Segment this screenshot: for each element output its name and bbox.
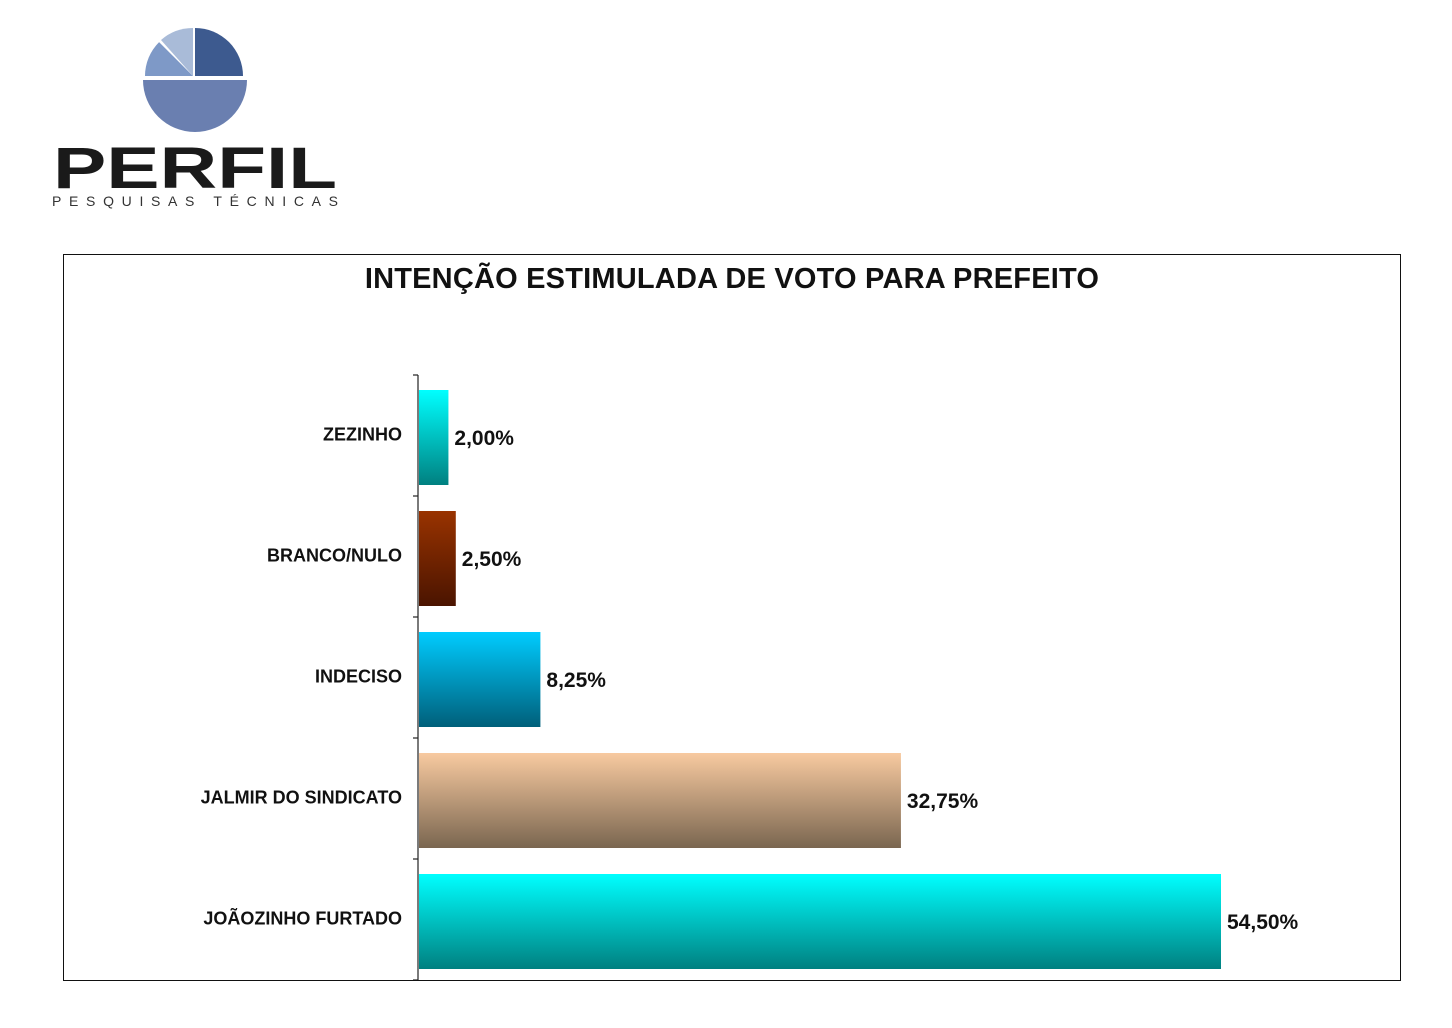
- bar-chart: ZEZINHO 2,00% BRANCO/NULO 2,50% INDECISO 8,25…: [201, 374, 1299, 980]
- bar-3: [419, 753, 901, 848]
- value-label: 2,50%: [462, 548, 522, 571]
- category-label: INDECISO: [315, 666, 402, 686]
- bar-2: [419, 632, 541, 727]
- category-label: JALMIR DO SINDICATO: [201, 787, 402, 807]
- perfil-logo-graphic: PERFIL PESQUISAS TÉCNICAS: [52, 27, 338, 209]
- bar-1: [419, 511, 456, 606]
- pie-logo-icon: [143, 27, 247, 132]
- chart-frame: INTENÇÃO ESTIMULADA DE VOTO PARA PREFEIT…: [63, 254, 1401, 981]
- value-label: 32,75%: [907, 790, 979, 813]
- bar-0: [419, 390, 449, 485]
- bar-4: [419, 874, 1221, 969]
- chart-title: INTENÇÃO ESTIMULADA DE VOTO PARA PREFEIT…: [364, 263, 1100, 295]
- value-label: 8,25%: [546, 669, 606, 692]
- logo-wordmark: PERFIL: [53, 136, 337, 201]
- perfil-logo: PERFIL PESQUISAS TÉCNICAS: [50, 26, 350, 216]
- value-label: 54,50%: [1227, 911, 1299, 934]
- category-label: JOÃOZINHO FURTADO: [203, 907, 402, 928]
- category-label: ZEZINHO: [323, 424, 402, 444]
- category-label: BRANCO/NULO: [267, 545, 402, 565]
- value-label: 2,00%: [454, 427, 514, 450]
